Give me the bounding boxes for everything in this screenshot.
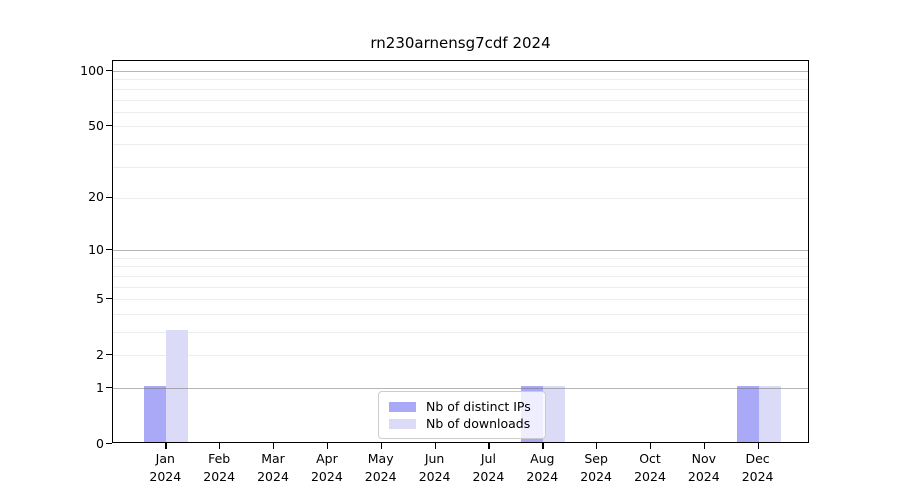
- y-axis-tick-label: 5: [96, 290, 104, 306]
- y-axis-tick-mark: [106, 443, 112, 445]
- gridline-major: [113, 71, 808, 72]
- x-axis-tick-mark: [273, 443, 275, 449]
- gridline-minor: [113, 166, 808, 168]
- gridline-minor: [113, 99, 808, 101]
- x-axis-tick-label: Feb 2024: [203, 451, 236, 484]
- bar-distinct-ips: [144, 386, 167, 442]
- y-axis-tick-mark: [106, 70, 112, 72]
- gridline-minor: [113, 313, 808, 315]
- gridline-minor: [113, 197, 808, 199]
- legend-swatch-distinct-ips: [389, 401, 416, 412]
- x-axis-tick-mark: [542, 443, 544, 449]
- gridline-minor: [113, 126, 808, 128]
- y-axis-tick-mark: [106, 249, 112, 251]
- y-axis-tick-mark: [106, 196, 112, 199]
- x-axis-tick-mark: [757, 443, 759, 449]
- x-axis-tick-label: Aug 2024: [526, 451, 559, 484]
- x-axis-tick-mark: [488, 443, 490, 449]
- y-axis-tick-label: 2: [96, 346, 104, 362]
- y-axis-tick-mark: [106, 387, 112, 389]
- legend-swatch-downloads: [389, 418, 416, 429]
- y-axis-tick-label: 20: [88, 189, 104, 205]
- x-axis-tick-label: Jan 2024: [149, 451, 182, 484]
- x-axis-tick-mark: [165, 443, 167, 449]
- gridline-minor: [113, 79, 808, 81]
- gridline-major: [113, 250, 808, 252]
- y-axis-tick-mark: [106, 298, 112, 300]
- x-axis-tick-label: Nov 2024: [687, 451, 720, 484]
- y-axis-tick-label: 100: [80, 62, 104, 78]
- legend-label-downloads: Nb of downloads: [426, 416, 531, 431]
- bar-downloads: [758, 386, 781, 442]
- x-axis-tick-label: Sep 2024: [580, 451, 612, 484]
- legend-item-distinct-ips: Nb of distinct IPs: [389, 398, 535, 415]
- bar-downloads: [166, 330, 189, 442]
- x-axis-tick-label: May 2024: [364, 451, 397, 484]
- gridline-minor: [113, 286, 808, 288]
- x-axis-tick-label: Jun 2024: [418, 451, 451, 484]
- x-axis-tick-label: Jul 2024: [472, 451, 505, 484]
- x-axis-tick-label: Oct 2024: [634, 451, 666, 484]
- y-axis-tick-label: 1: [96, 379, 104, 395]
- gridline-minor: [113, 88, 808, 90]
- legend-item-downloads: Nb of downloads: [389, 415, 535, 432]
- x-axis-tick-mark: [219, 443, 221, 449]
- gridline-major: [113, 388, 808, 389]
- y-axis-tick-mark: [106, 125, 112, 127]
- x-axis-tick-mark: [434, 443, 436, 449]
- x-axis-tick-label: Mar 2024: [257, 451, 289, 484]
- y-axis-tick-label: 50: [88, 117, 104, 133]
- gridline-minor: [113, 143, 808, 145]
- y-axis-tick-label: 0: [96, 435, 104, 451]
- y-axis-tick-mark: [106, 354, 112, 356]
- gridline-minor: [113, 355, 808, 357]
- x-axis-tick-label: Apr 2024: [310, 451, 343, 484]
- gridline-minor: [113, 275, 808, 277]
- plot-area: Nb of distinct IPs Nb of downloads: [112, 60, 809, 443]
- gridline-minor: [113, 266, 808, 268]
- legend-label-distinct-ips: Nb of distinct IPs: [426, 399, 531, 414]
- legend: Nb of distinct IPs Nb of downloads: [378, 391, 546, 439]
- bar-downloads: [543, 386, 566, 442]
- gridline-minor: [113, 257, 808, 259]
- y-axis-tick-label: 10: [88, 241, 104, 257]
- gridline-minor: [113, 111, 808, 113]
- x-axis-tick-mark: [326, 443, 329, 449]
- gridline-minor: [113, 299, 808, 301]
- x-axis-tick-mark: [650, 443, 652, 449]
- bar-distinct-ips: [736, 386, 759, 442]
- x-axis-tick-mark: [596, 443, 598, 449]
- x-axis-tick-mark: [380, 443, 382, 449]
- x-axis-tick-mark: [703, 443, 706, 449]
- x-axis-tick-label: Dec 2024: [741, 451, 774, 484]
- gridline-minor: [113, 332, 808, 333]
- chart-title: rn230arnensg7cdf 2024: [370, 34, 551, 52]
